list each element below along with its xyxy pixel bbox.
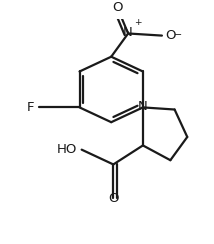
Text: F: F (27, 101, 34, 114)
Text: HO: HO (57, 143, 77, 156)
Text: O: O (108, 192, 119, 205)
Text: N: N (123, 26, 133, 39)
Text: +: + (134, 18, 142, 27)
Text: N: N (138, 100, 148, 113)
Text: O: O (112, 0, 122, 14)
Text: −: − (174, 30, 182, 40)
Text: O: O (165, 29, 175, 42)
